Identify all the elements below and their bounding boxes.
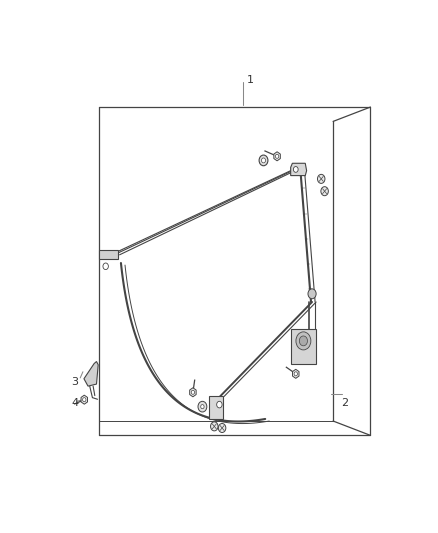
Polygon shape [190,388,196,397]
Circle shape [296,332,311,350]
Circle shape [211,422,218,431]
FancyBboxPatch shape [208,397,223,419]
Circle shape [103,263,108,270]
Circle shape [201,405,204,409]
Polygon shape [274,152,280,161]
Circle shape [293,166,298,172]
Circle shape [321,187,328,196]
Text: 2: 2 [342,398,349,408]
Text: 4: 4 [71,398,78,408]
Bar [99,250,117,259]
Circle shape [259,155,268,166]
Polygon shape [84,361,98,386]
Circle shape [308,289,316,298]
Circle shape [191,390,194,394]
Circle shape [318,174,325,183]
Polygon shape [291,163,307,175]
Circle shape [217,401,222,408]
FancyBboxPatch shape [291,329,316,364]
Text: 1: 1 [247,75,254,85]
Polygon shape [293,369,299,378]
Circle shape [294,372,297,376]
Circle shape [219,424,226,432]
Text: 3: 3 [71,377,78,387]
Circle shape [261,158,265,163]
Polygon shape [81,395,88,404]
Circle shape [83,398,86,402]
Circle shape [198,401,207,412]
Circle shape [276,154,279,158]
Circle shape [299,336,307,346]
